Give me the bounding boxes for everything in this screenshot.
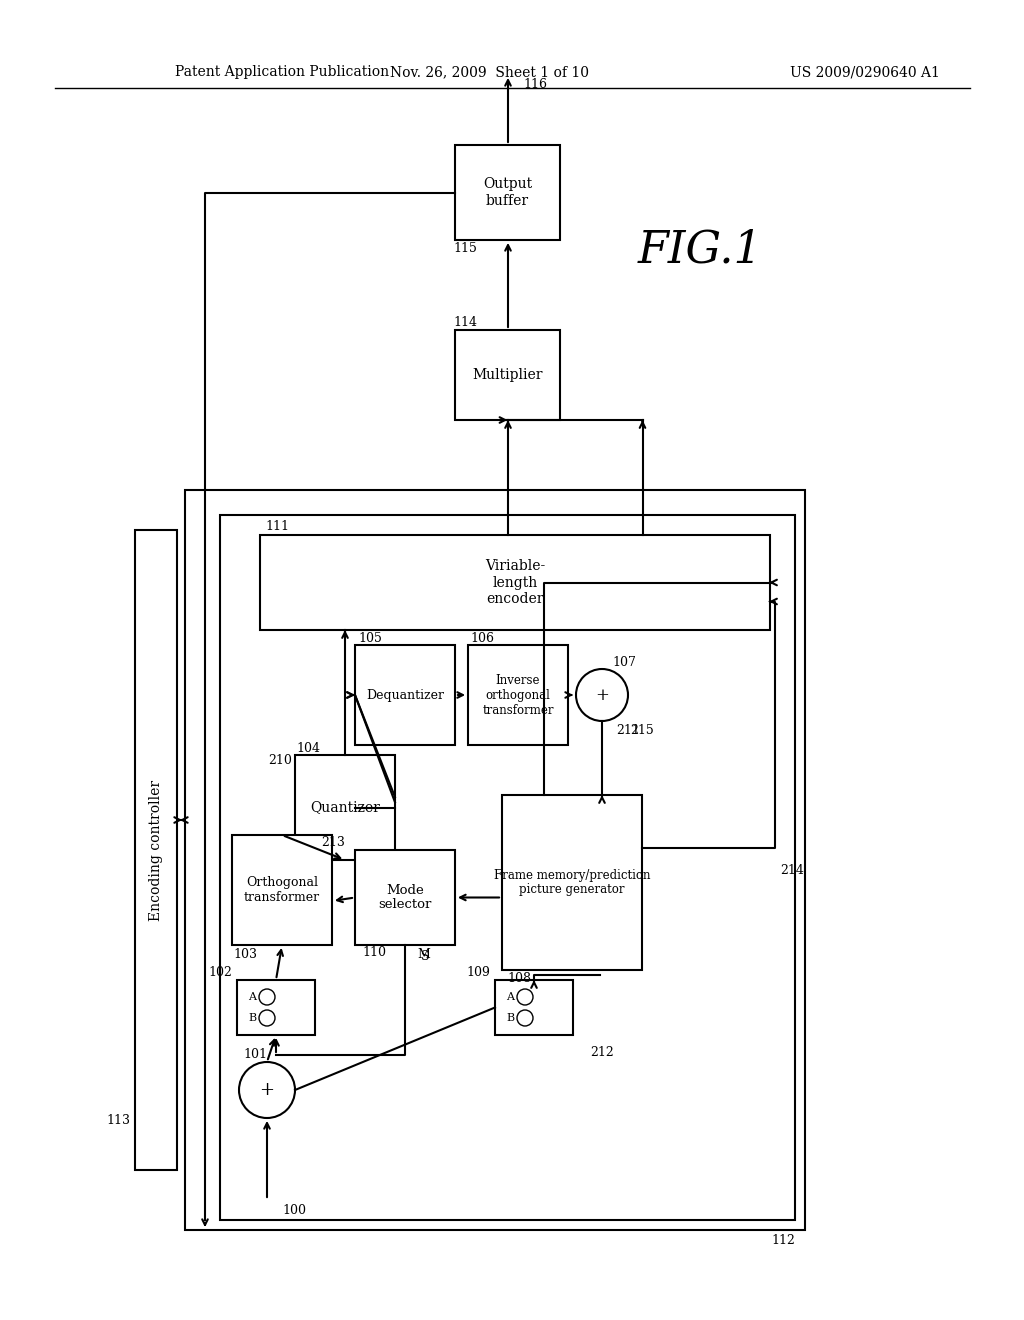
Text: 105: 105 — [358, 631, 382, 644]
Text: 115: 115 — [453, 242, 477, 255]
Text: 211: 211 — [616, 723, 640, 737]
FancyBboxPatch shape — [455, 145, 560, 240]
FancyBboxPatch shape — [468, 645, 568, 744]
Text: Encoding controller: Encoding controller — [150, 779, 163, 920]
Text: Nov. 26, 2009  Sheet 1 of 10: Nov. 26, 2009 Sheet 1 of 10 — [390, 65, 590, 79]
Text: 113: 113 — [106, 1114, 130, 1126]
Text: Inverse
orthogonal
transformer: Inverse orthogonal transformer — [482, 673, 554, 717]
FancyBboxPatch shape — [355, 645, 455, 744]
Text: Frame memory/prediction
picture generator: Frame memory/prediction picture generato… — [494, 869, 650, 896]
Text: A: A — [248, 993, 256, 1002]
Text: 109: 109 — [466, 965, 490, 978]
Text: +: + — [595, 686, 609, 704]
Text: 212: 212 — [590, 1045, 613, 1059]
FancyBboxPatch shape — [232, 836, 332, 945]
Text: 100: 100 — [282, 1204, 306, 1217]
Text: 106: 106 — [470, 631, 494, 644]
FancyBboxPatch shape — [260, 535, 770, 630]
Text: A: A — [506, 993, 514, 1002]
Text: 108: 108 — [507, 973, 531, 986]
Text: 101: 101 — [243, 1048, 267, 1060]
FancyBboxPatch shape — [185, 490, 805, 1230]
Text: 213: 213 — [322, 837, 345, 850]
Text: Output
buffer: Output buffer — [483, 177, 532, 207]
FancyBboxPatch shape — [495, 979, 573, 1035]
Text: Quantizer: Quantizer — [310, 800, 380, 814]
Text: Mode
selector: Mode selector — [378, 883, 432, 912]
FancyBboxPatch shape — [295, 755, 395, 861]
Text: B: B — [506, 1012, 514, 1023]
Text: 215: 215 — [630, 723, 653, 737]
Text: 110: 110 — [362, 946, 386, 960]
FancyBboxPatch shape — [455, 330, 560, 420]
FancyBboxPatch shape — [237, 979, 315, 1035]
Text: 112: 112 — [771, 1233, 795, 1246]
Text: M: M — [417, 949, 430, 961]
Text: 111: 111 — [265, 520, 289, 533]
Text: Multiplier: Multiplier — [472, 368, 543, 381]
FancyBboxPatch shape — [135, 531, 177, 1170]
Text: Orthogonal
transformer: Orthogonal transformer — [244, 876, 321, 904]
Text: 210: 210 — [268, 754, 292, 767]
Text: FIG.1: FIG.1 — [638, 228, 763, 272]
FancyBboxPatch shape — [355, 850, 455, 945]
Text: 116: 116 — [523, 78, 547, 91]
Text: 214: 214 — [780, 863, 804, 876]
FancyBboxPatch shape — [502, 795, 642, 970]
Text: 114: 114 — [453, 315, 477, 329]
Text: 103: 103 — [233, 949, 257, 961]
Text: B: B — [248, 1012, 256, 1023]
Text: 107: 107 — [612, 656, 636, 669]
FancyBboxPatch shape — [220, 515, 795, 1220]
Text: Dequantizer: Dequantizer — [366, 689, 444, 701]
Text: 102: 102 — [208, 965, 232, 978]
Text: Patent Application Publication: Patent Application Publication — [175, 65, 389, 79]
Text: 104: 104 — [296, 742, 319, 755]
Text: S: S — [421, 950, 429, 964]
Text: Viriable-
length
encoder: Viriable- length encoder — [485, 560, 545, 606]
Text: US 2009/0290640 A1: US 2009/0290640 A1 — [790, 65, 940, 79]
Text: +: + — [259, 1081, 274, 1100]
